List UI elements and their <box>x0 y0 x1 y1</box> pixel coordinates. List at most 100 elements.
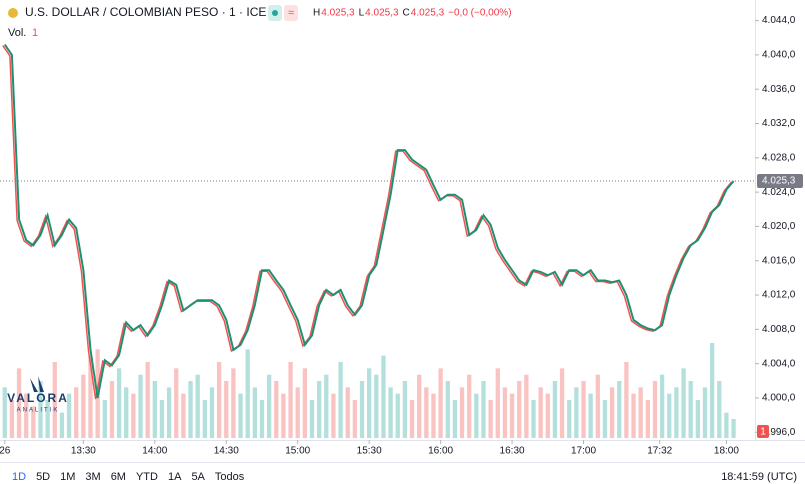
volume-bar <box>302 368 308 438</box>
price-line <box>3 44 735 399</box>
y-tick-label: 4.040,0 <box>762 50 796 61</box>
volume-bar <box>609 387 615 438</box>
volume-bar <box>281 393 286 438</box>
volume-bar <box>24 393 29 438</box>
volume-bar <box>116 368 122 438</box>
compare-icon: ≈ <box>288 7 294 19</box>
x-tick-label: 15:00 <box>285 446 310 457</box>
volume-bar <box>188 381 193 438</box>
volume-bar <box>588 393 593 438</box>
volume-bar <box>559 368 565 438</box>
range-button[interactable]: 1A <box>168 471 182 483</box>
logo: VALORA <box>7 391 69 405</box>
volume-bar <box>624 362 629 438</box>
volume-bar <box>488 400 493 438</box>
range-button[interactable]: YTD <box>136 471 158 483</box>
volume-bar <box>517 381 522 438</box>
volume-bar <box>231 368 236 438</box>
volume-bar <box>224 381 229 438</box>
y-tick-label: 4.012,0 <box>762 290 796 301</box>
volume-bar <box>395 393 400 438</box>
logo-subtitle: ANALITIK <box>17 408 60 414</box>
volume-bar <box>166 387 172 438</box>
volume-bar <box>324 374 329 438</box>
y-tick-label: 4.032,0 <box>762 118 796 129</box>
volume-bar <box>195 374 200 438</box>
volume-bar <box>502 387 508 438</box>
volume-bar <box>45 400 50 438</box>
volume-bar <box>731 419 736 438</box>
range-button[interactable]: 5D <box>36 471 50 483</box>
x-tick-label: 18:00 <box>714 446 739 457</box>
volume-bar <box>688 381 693 438</box>
volume-bar <box>602 400 608 438</box>
range-button[interactable]: 5A <box>191 471 205 483</box>
volume-bar <box>102 400 107 438</box>
volume-tag <box>757 425 769 438</box>
range-button[interactable]: 3M <box>85 471 100 483</box>
clock: 18:41:59 (UTC) <box>721 471 797 483</box>
volume-bar <box>345 387 350 438</box>
chart-title: U.S. DOLLAR / COLOMBIAN PESO · 1 · ICE <box>25 5 266 19</box>
volume-bar <box>295 387 300 438</box>
volume-bar <box>467 374 472 438</box>
volume-bar <box>359 381 365 438</box>
volume-bar <box>645 400 650 438</box>
y-tick-label: 4.000,0 <box>762 393 796 404</box>
volume-bar <box>181 393 186 438</box>
volume-bar <box>266 374 272 438</box>
volume-bar <box>402 381 408 438</box>
volume-bar <box>52 362 57 438</box>
range-button[interactable]: Todos <box>215 471 245 483</box>
volume-bar <box>567 400 572 438</box>
volume-bar <box>695 400 700 438</box>
volume-bar <box>545 393 550 438</box>
y-tick-label: 4.028,0 <box>762 152 796 163</box>
range-button[interactable]: 1D <box>12 471 26 483</box>
volume-bar <box>659 374 665 438</box>
volume-bar <box>531 400 536 438</box>
x-tick-label: 14:00 <box>142 446 167 457</box>
volume-bar <box>424 387 429 438</box>
y-tick-label: 4.036,0 <box>762 84 796 95</box>
volume-bar <box>581 381 586 438</box>
volume-bar <box>145 362 150 438</box>
y-tick-label: 4.004,0 <box>762 358 796 369</box>
ohlc-value: 4.025,3 <box>321 8 355 19</box>
volume-bar <box>638 387 643 438</box>
volume-bar <box>509 393 515 438</box>
volume-bar <box>652 381 658 438</box>
x-tick-label: 17:00 <box>571 446 596 457</box>
volume-bar <box>109 381 115 438</box>
volume-bar <box>524 374 529 438</box>
compare-button[interactable] <box>284 5 298 21</box>
volume-bar <box>724 412 729 438</box>
volume-bar <box>9 400 15 438</box>
volume-bar <box>481 381 486 438</box>
volume-bar <box>2 387 7 438</box>
volume-bar <box>438 368 443 438</box>
volume-bar <box>409 400 415 438</box>
volume-bar <box>216 362 222 438</box>
x-tick-label: 16:00 <box>428 446 453 457</box>
volume-bar <box>709 343 715 438</box>
volume-bar <box>288 362 293 438</box>
ohlc-key: H <box>313 8 320 19</box>
volume-bar <box>317 381 322 438</box>
volume-bar <box>431 393 436 438</box>
y-tick-label: 4.044,0 <box>762 15 796 26</box>
volume-bar <box>174 368 179 438</box>
volume-bar <box>574 387 579 438</box>
price-line-shadow <box>2 45 733 400</box>
x-tick-label: 13:30 <box>71 446 96 457</box>
volume-bar <box>66 393 72 438</box>
volume-bar <box>667 393 672 438</box>
volume-bar <box>681 368 686 438</box>
volume-bar <box>331 393 336 438</box>
range-button[interactable]: 6M <box>111 471 126 483</box>
ohlc-value: 4.025,3 <box>365 8 399 19</box>
volume-bar <box>245 349 250 438</box>
range-button[interactable]: 1M <box>60 471 75 483</box>
